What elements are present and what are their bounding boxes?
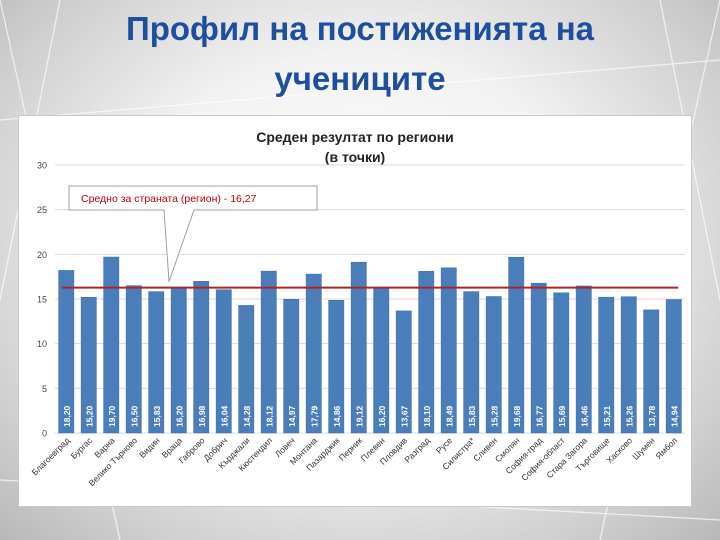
bar-value-label: 16,20 xyxy=(174,405,184,427)
slide-title-line1: Профил на постиженията на xyxy=(126,10,594,47)
bar-value-label: 15,20 xyxy=(84,405,94,427)
callout: Средно за страната (регион) - 16,27 xyxy=(68,185,318,282)
callout-text: Средно за страната (регион) - 16,27 xyxy=(81,193,257,205)
bar-value-label: 14,28 xyxy=(242,405,252,427)
x-tick-label: Бургас xyxy=(69,435,95,461)
y-tick-label: 0 xyxy=(42,429,47,439)
bar-value-label: 13,78 xyxy=(647,405,657,427)
y-tick-label: 30 xyxy=(37,161,47,171)
y-tick-label: 25 xyxy=(37,205,47,215)
bar-chart: Среден резултат по региони (в точки) 0 5 1… xyxy=(30,129,685,488)
bar-value-label: 15,28 xyxy=(489,405,499,427)
y-tick-label: 10 xyxy=(37,339,47,349)
bar-value-label: 18,49 xyxy=(444,405,454,427)
bar-value-label: 16,98 xyxy=(197,405,207,427)
bar-value-label: 19,12 xyxy=(354,405,364,427)
chart-frame: Среден резултат по региони (в точки) 0 5 1… xyxy=(18,115,692,507)
bar xyxy=(283,299,300,434)
bar-value-label: 15,69 xyxy=(557,405,567,427)
x-tick-label: Шумен xyxy=(630,435,657,462)
bar-value-label: 18,10 xyxy=(422,405,432,427)
x-tick-label: Благоевград xyxy=(30,435,72,477)
bar xyxy=(553,292,570,434)
bar xyxy=(193,281,210,434)
bar xyxy=(80,296,97,434)
bar-value-label: 19,68 xyxy=(512,405,522,427)
bar-value-label: 14,94 xyxy=(669,405,679,427)
slide-title-line2: учениците xyxy=(274,60,446,97)
bar xyxy=(643,309,660,434)
bar xyxy=(440,267,457,434)
bar xyxy=(508,256,525,434)
bar xyxy=(350,261,367,434)
slide-title: Профил на постиженията на учениците xyxy=(60,4,660,104)
bar xyxy=(418,271,435,434)
bar-value-label: 16,20 xyxy=(377,405,387,427)
bar xyxy=(328,300,345,434)
bar-value-label: 15,21 xyxy=(602,405,612,427)
bar xyxy=(215,289,232,434)
bar xyxy=(575,285,592,434)
bar-value-label: 15,26 xyxy=(624,405,634,427)
bar-value-label: 16,77 xyxy=(534,405,544,427)
bar-value-label: 13,67 xyxy=(399,405,409,427)
bar-value-label: 17,79 xyxy=(309,405,319,427)
bar xyxy=(305,273,322,434)
bar xyxy=(485,296,502,434)
bar xyxy=(530,282,547,434)
chart-title: Среден резултат по региони xyxy=(256,129,454,145)
x-tick-label: Видин xyxy=(137,435,162,460)
x-tick-label: Ямбол xyxy=(654,435,680,461)
bar-value-label: 18,12 xyxy=(264,405,274,427)
bar xyxy=(395,310,412,434)
bar xyxy=(598,296,615,434)
bar-value-label: 16,46 xyxy=(579,405,589,427)
chart-subtitle: (в точки) xyxy=(325,149,385,165)
bars: 18,20 15,20 19,70 16,50 15,83 16,20 16,98 16,04… xyxy=(58,256,682,434)
bar xyxy=(620,296,637,434)
y-tick-label: 15 xyxy=(37,295,47,305)
x-tick-label: Разград xyxy=(402,435,431,464)
bar-value-label: 19,70 xyxy=(107,405,117,427)
callout-box xyxy=(68,185,318,282)
bar xyxy=(148,291,165,434)
bar xyxy=(463,291,480,434)
bar xyxy=(58,270,75,434)
bar-value-label: 15,83 xyxy=(152,405,162,427)
bar xyxy=(260,270,277,434)
bar xyxy=(238,305,255,434)
bar-value-label: 15,83 xyxy=(467,405,477,427)
bar-value-label: 14,97 xyxy=(287,405,297,427)
bar-value-label: 16,04 xyxy=(219,405,229,427)
bar-value-label: 18,20 xyxy=(62,405,72,427)
bar-value-label: 16,50 xyxy=(129,405,139,427)
y-tick-label: 5 xyxy=(42,384,47,394)
bar xyxy=(665,299,682,434)
bar-value-label: 14,86 xyxy=(332,405,342,427)
y-tick-label: 20 xyxy=(37,250,47,260)
bar xyxy=(125,285,142,434)
bar xyxy=(103,256,120,434)
